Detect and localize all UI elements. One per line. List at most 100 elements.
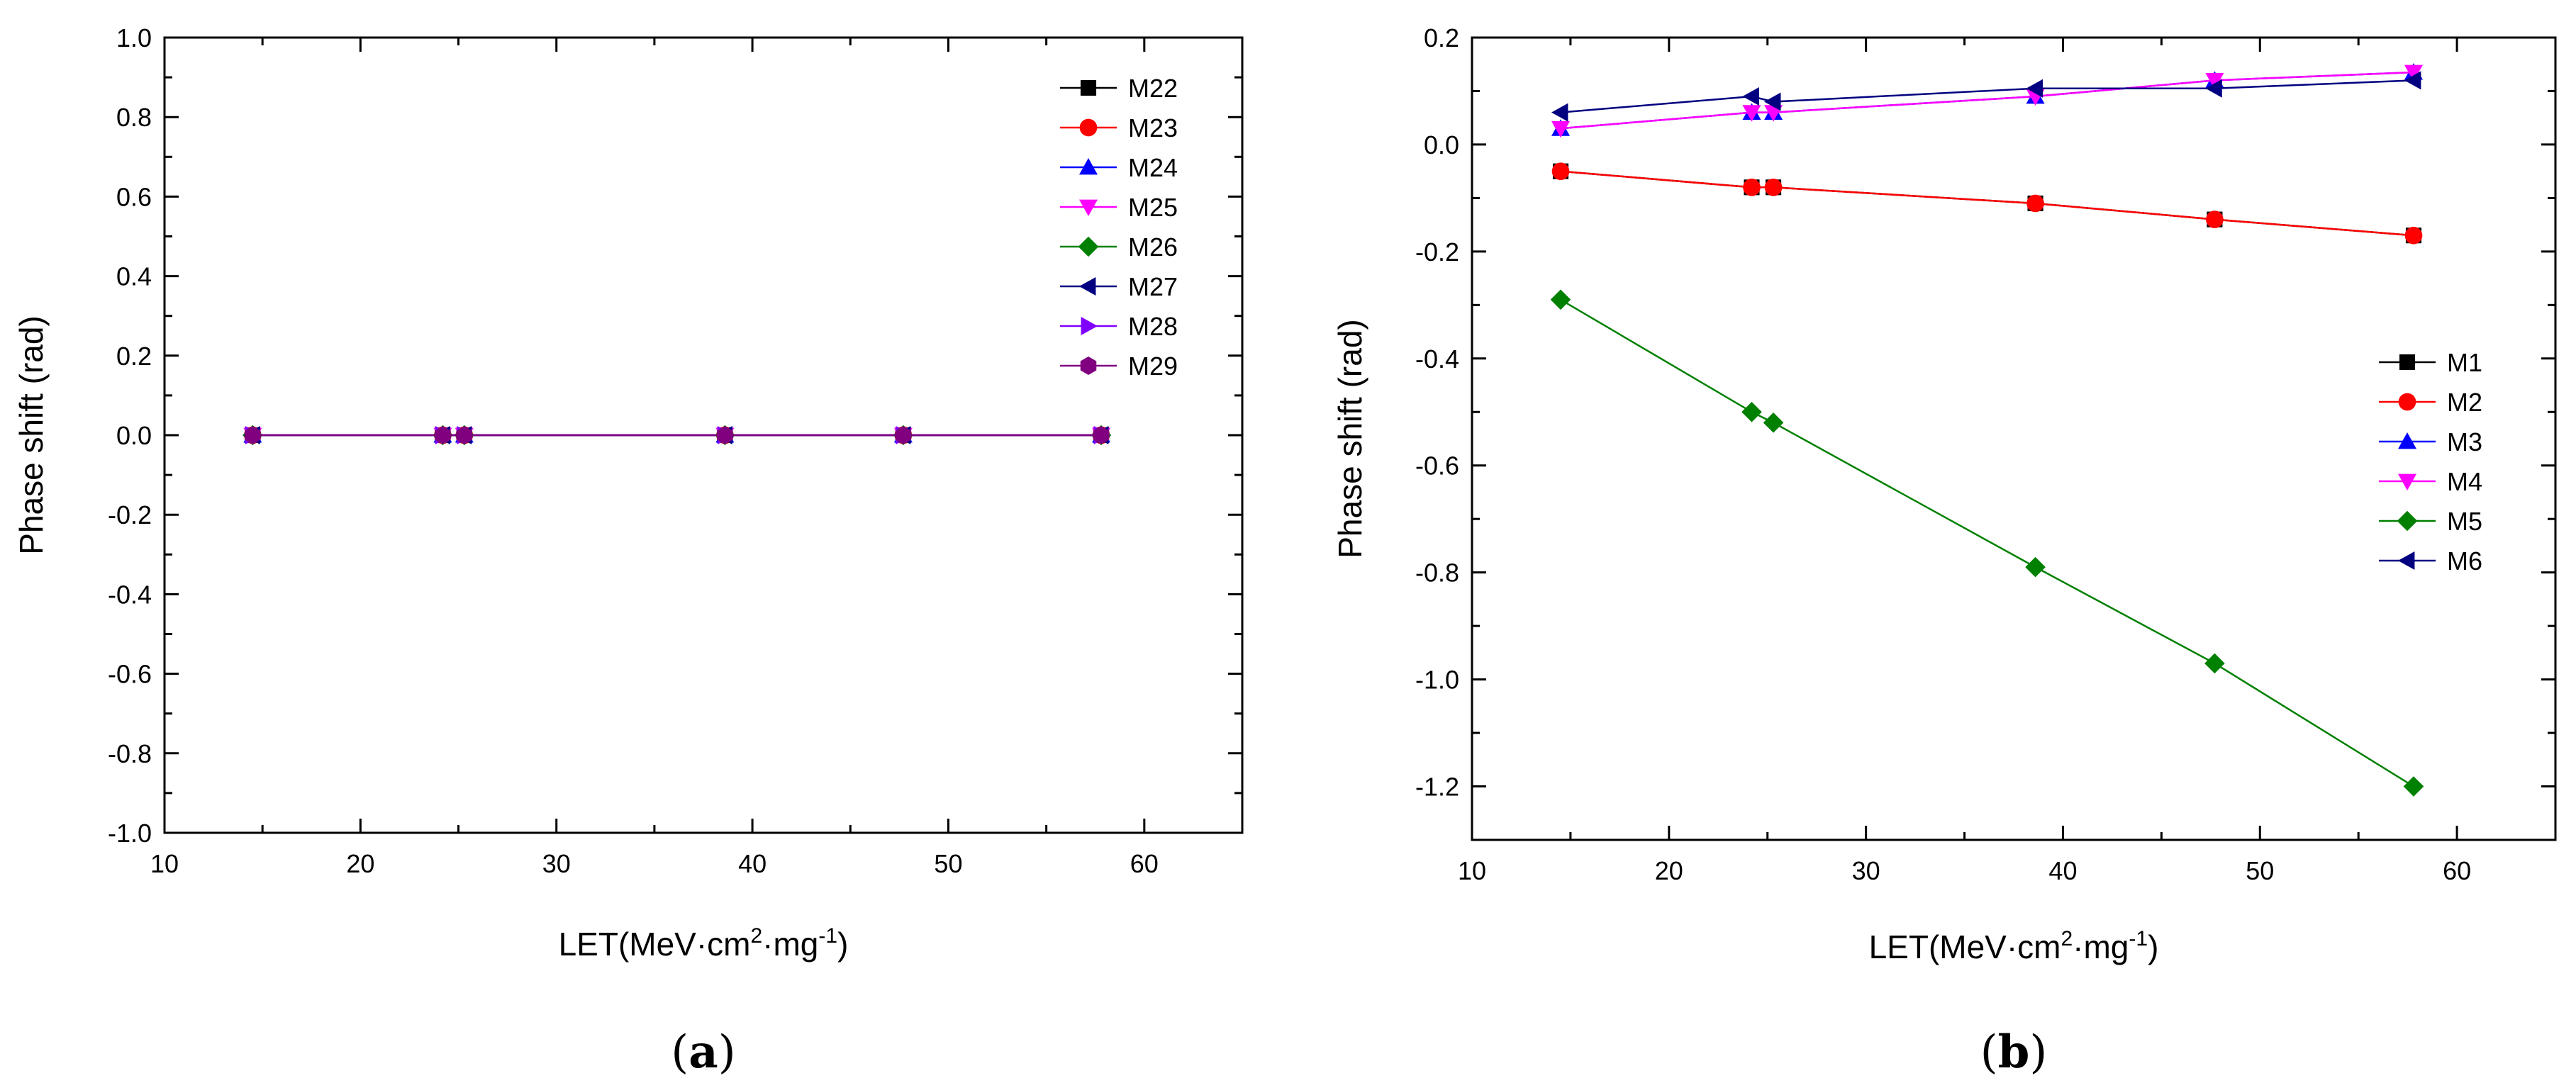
y-tick-label: 0.2 [116,342,152,371]
x-tick-label: 50 [2246,856,2274,885]
x-tick-label: 40 [2048,856,2077,885]
x-tick-label: 30 [542,849,571,878]
legend-marker [2398,432,2416,449]
data-point [1093,426,1110,444]
y-tick-label: 0.2 [1424,23,1459,52]
legend-label: M24 [1128,153,1178,182]
x-tick-label: 20 [1655,856,1683,885]
y-tick-label: -0.4 [108,580,152,609]
y-tick-label: 0.0 [116,421,152,450]
panel-label: (a) [671,1026,735,1079]
chart-panel-a: 10 20 30 40 50 60 -1.0 -0.8 -0.6 -0.4 -0.2 0.0 0.2 0.… [13,23,1244,1079]
x-tick-label: 10 [150,849,179,878]
data-point [1551,120,1571,138]
legend-marker [2399,354,2416,371]
legend-marker [2398,551,2415,570]
legend-label: M26 [1128,232,1178,262]
y-tick-label: -0.6 [108,660,152,689]
x-tick-label: 50 [934,849,962,878]
data-point [1550,289,1571,310]
data-point [2404,226,2423,245]
panel-label-letter: b [1998,1026,2030,1079]
x-axis-title-sup2: -1 [2129,927,2148,950]
x-axis-title-sup1: 2 [2061,927,2073,950]
data-point [2404,71,2421,90]
data-point [1742,105,1761,122]
series-M25 [243,427,1111,444]
series-line [1560,170,2414,237]
legend-marker [2398,393,2416,411]
series-M5 [1550,289,2424,797]
data-point [245,426,261,444]
data-point [2026,194,2044,213]
series-M6 [1551,71,2421,122]
legend-marker [1079,277,1096,296]
legend-label: M27 [1128,272,1178,301]
legend-item: M4 [2379,467,2482,496]
legend-marker [1078,236,1099,257]
series-line [1560,71,2414,130]
panel-label-open: ( [1980,1026,1998,1079]
x-axis-title-prefix: LET(MeV·cm [559,926,751,963]
chart-panel-b: 10 20 30 40 50 60 -1.2 -1.0 -0.8 -0.6 -0.4 -0.2 0.0 0… [1332,23,2557,1079]
y-tick-label: 0.4 [116,262,152,291]
legend-item: M1 [2379,348,2482,377]
x-tick-label: 10 [1458,856,1486,885]
series-M29 [245,426,1110,444]
x-tick-label: 20 [346,849,374,878]
legend-label: M3 [2447,427,2482,456]
legend-label: M1 [2447,348,2482,377]
legend-item: M27 [1060,272,1178,301]
legend-item: M28 [1060,312,1178,341]
legend-marker [1079,199,1098,216]
series-M24 [243,426,1111,443]
x-axis-title-prefix: LET(MeV·cm [1869,928,2061,965]
x-axis-title-middle: ·mg [762,926,818,963]
data-point [1551,162,1570,181]
data-point [895,426,912,444]
y-tick-label: -0.2 [1415,237,1459,266]
x-tick-label: 40 [738,849,766,878]
legend-marker [1081,317,1098,335]
data-point [2403,776,2424,797]
legend-marker [1079,118,1098,137]
legend-item: M24 [1060,153,1178,182]
legend-item: M22 [1060,74,1178,103]
legend-label: M5 [2447,507,2482,536]
series-line [1560,79,2414,113]
data-point [1764,92,1781,111]
legend-marker [2397,510,2418,532]
plot-frame [1471,36,2557,841]
data-point [2205,72,2224,90]
y-tick-label: -1.2 [1415,773,1459,802]
y-tick-label: 0.8 [116,103,152,132]
legend: M22 M23 M24 M25 M26 M27 M28 M29 [1060,74,1178,381]
data-point [2204,653,2225,674]
data-point [2026,79,2043,98]
data-point [1764,178,1783,196]
series-M2 [1551,162,2423,245]
legend-marker [1080,357,1097,375]
legend-item: M23 [1060,113,1178,142]
x-axis-title-suffix: ) [2148,928,2158,965]
x-axis-title: LET(MeV·cm2·mg-1) [1869,927,2159,965]
legend-item: M5 [2379,507,2482,536]
y-tick-label: -1.0 [108,819,152,848]
legend-item: M25 [1060,193,1178,222]
legend-label: M23 [1128,113,1178,142]
legend-item: M2 [2379,388,2482,417]
panel-label-close: ) [718,1026,736,1079]
legend-item: M29 [1060,352,1178,381]
legend-label: M6 [2447,546,2482,576]
series-line [1560,298,2414,787]
y-tick-label: -0.8 [1415,559,1459,588]
x-tick-label: 60 [1130,849,1159,878]
data-point [2206,211,2224,228]
panel-label: (b) [1980,1026,2048,1079]
data-point [1742,87,1759,106]
panel-label-letter: a [688,1026,718,1079]
legend-marker [1079,158,1098,175]
legend-item: M6 [2379,546,2482,576]
y-tick-label: -1.0 [1415,666,1459,695]
